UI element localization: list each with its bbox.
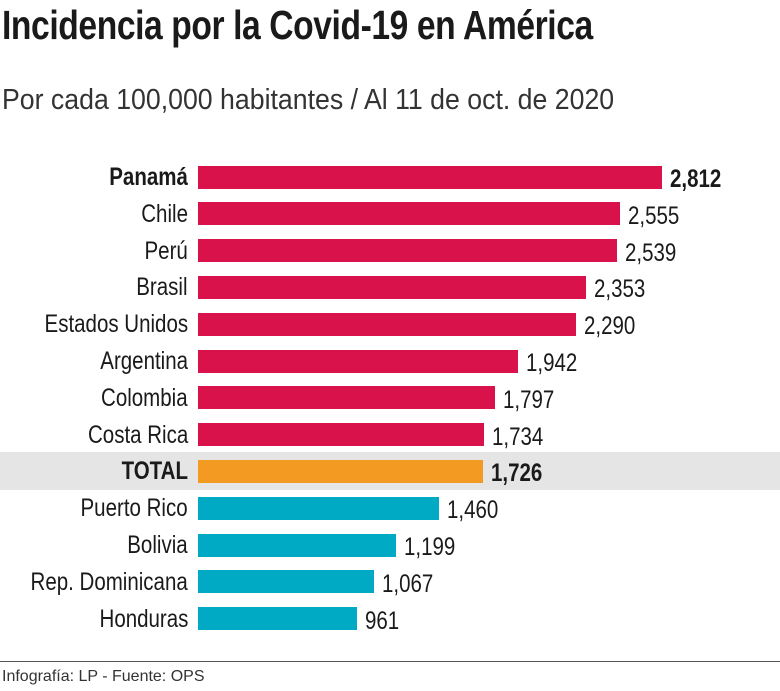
chart-subtitle: Por cada 100,000 habitantes / Al 11 de o… bbox=[2, 84, 615, 116]
bar bbox=[198, 165, 662, 189]
bar bbox=[198, 239, 617, 263]
bar bbox=[198, 423, 485, 447]
bar-chart: Panamá 2,812 Chile 2,555 Perú 2,539 Brasil 2,35… bbox=[0, 163, 780, 635]
category-label: Costa Rica bbox=[87, 420, 188, 449]
footer-divider bbox=[0, 661, 780, 662]
category-label: Chile bbox=[141, 199, 188, 228]
category-label: Honduras bbox=[99, 604, 188, 633]
category-label: Puerto Rico bbox=[80, 494, 188, 523]
bar bbox=[198, 386, 495, 410]
value-label: 2,290 bbox=[583, 312, 636, 341]
bar bbox=[198, 202, 620, 226]
value-label: 2,353 bbox=[594, 275, 646, 304]
value-label: 1,797 bbox=[502, 385, 554, 414]
value-label: 1,734 bbox=[492, 422, 544, 451]
source-credit: Infografía: LP - Fuente: OPS bbox=[2, 668, 205, 685]
bar bbox=[198, 607, 357, 631]
bar bbox=[198, 312, 576, 336]
category-label: Estados Unidos bbox=[44, 310, 188, 339]
bar bbox=[198, 349, 519, 373]
category-label: Panamá bbox=[109, 163, 188, 191]
category-label: Rep. Dominicana bbox=[30, 567, 188, 596]
bar bbox=[198, 570, 375, 594]
category-label: Bolivia bbox=[127, 531, 188, 559]
value-label: 1,460 bbox=[446, 496, 499, 525]
value-label: 2,812 bbox=[670, 165, 722, 193]
category-label: Colombia bbox=[101, 383, 188, 412]
category-label: Argentina bbox=[100, 347, 188, 375]
value-label: 1,942 bbox=[526, 349, 578, 377]
bar bbox=[198, 533, 396, 557]
category-label: Brasil bbox=[136, 273, 188, 302]
value-label: 1,726 bbox=[490, 459, 543, 488]
category-label: TOTAL bbox=[121, 457, 188, 486]
value-label: 1,067 bbox=[382, 569, 434, 598]
bar bbox=[198, 459, 483, 483]
chart-title: Incidencia por la Covid-19 en América bbox=[2, 2, 593, 48]
value-label: 2,555 bbox=[627, 201, 679, 230]
value-label: 961 bbox=[364, 606, 399, 635]
bar bbox=[198, 275, 587, 299]
value-label: 2,539 bbox=[624, 238, 677, 267]
bar bbox=[198, 496, 439, 520]
category-label: Perú bbox=[144, 236, 188, 265]
value-label: 1,199 bbox=[403, 533, 456, 561]
